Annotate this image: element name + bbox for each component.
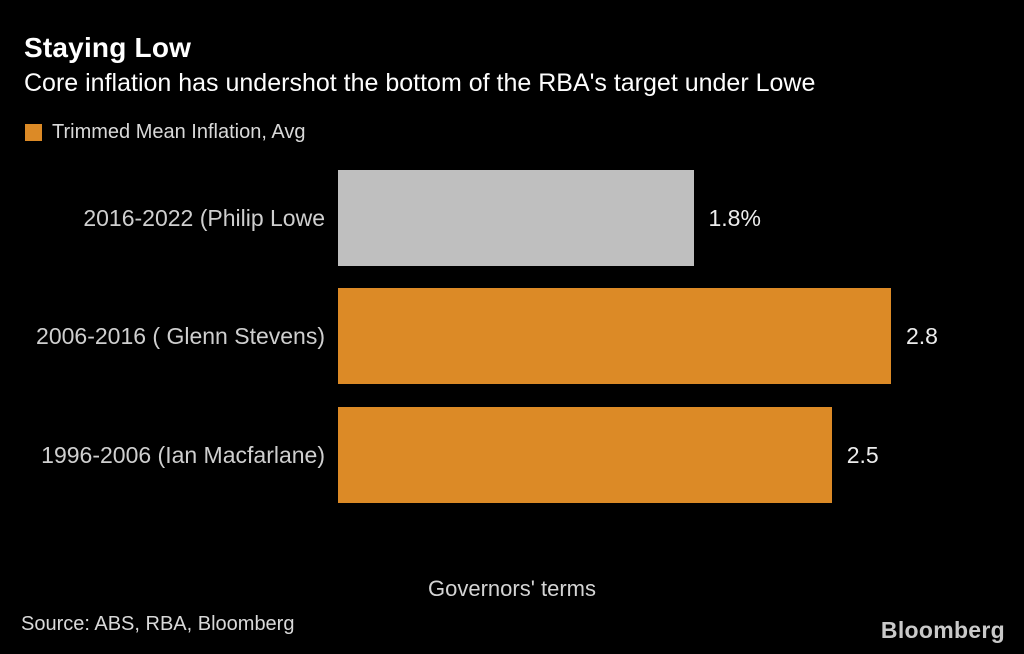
legend-swatch-icon — [25, 124, 42, 141]
source-note: Source: ABS, RBA, Bloomberg — [21, 613, 295, 635]
bar-value-label: 2.8 — [906, 322, 938, 349]
bloomberg-logo: Bloomberg — [880, 617, 1005, 643]
bar-row: 1996-2006 (Ian Macfarlane) 2.5 — [0, 407, 1024, 503]
bar-category-label: 1996-2006 (Ian Macfarlane) — [41, 441, 325, 468]
bar-row: 2006-2016 ( Glenn Stevens) 2.8 — [0, 288, 1024, 384]
legend-label: Trimmed Mean Inflation, Avg — [52, 121, 306, 143]
bar-category-label: 2016-2022 (Philip Lowe — [83, 204, 325, 231]
bar — [338, 170, 694, 266]
bar — [338, 288, 891, 384]
bar-value-label: 2.5 — [846, 441, 879, 468]
chart-title: Staying Low — [24, 32, 192, 63]
bar-category-label: 2006-2016 ( Glenn Stevens) — [36, 322, 325, 349]
x-axis-label: Governors' terms — [427, 576, 597, 601]
legend: Trimmed Mean Inflation, Avg — [25, 121, 305, 144]
bar-row: 2016-2022 (Philip Lowe 1.8% — [0, 170, 1024, 266]
chart-subtitle: Core inflation has undershot the bottom … — [24, 69, 816, 97]
bar — [338, 407, 832, 503]
bar-value-label: 1.8% — [708, 204, 761, 231]
